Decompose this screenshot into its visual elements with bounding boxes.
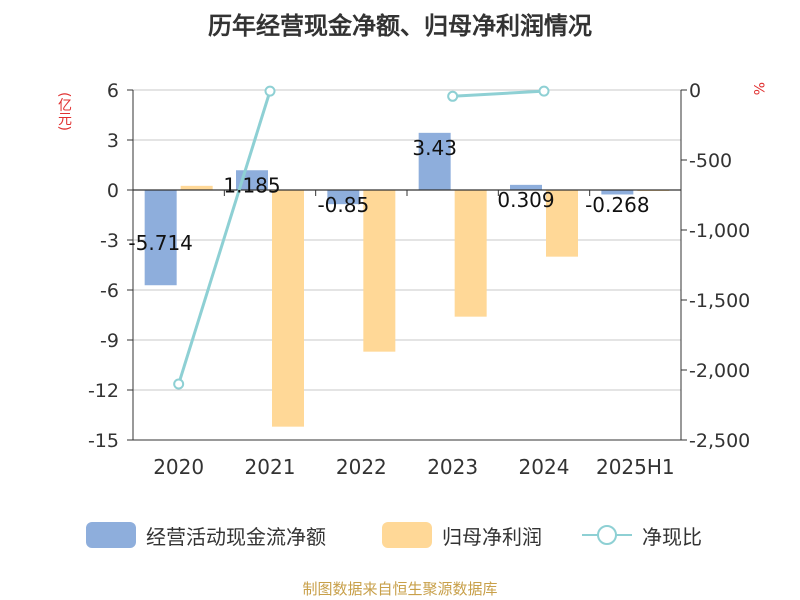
legend-label-ratio: 净现比 (642, 524, 702, 549)
bar-profit (180, 185, 213, 190)
data-label-cashflow: -5.714 (128, 231, 192, 255)
y-tick-label: -9 (100, 330, 119, 352)
legend-item-cashflow[interactable]: 经营活动现金流净额 (86, 518, 326, 552)
ratio-point (538, 85, 550, 97)
bar-profit (546, 190, 578, 257)
y-tick-label: 0 (107, 180, 119, 202)
ratio-point (264, 85, 276, 97)
bar-cashflow (601, 190, 634, 195)
bar-profit (363, 190, 396, 352)
data-label-cashflow: -0.268 (585, 193, 649, 217)
legend-item-profit[interactable]: 归母净利润 (382, 518, 542, 552)
legend: 经营活动现金流净额 归母净利润 净现比 (0, 518, 800, 552)
ratio-line (452, 89, 545, 98)
y2-tick-label: -2,000 (689, 360, 750, 382)
y-tick-label: -12 (88, 380, 119, 402)
legend-swatch-ratio (582, 522, 632, 548)
ratio-point (173, 378, 185, 390)
left-axis-unit: (亿元) (56, 92, 72, 131)
data-label-cashflow: 3.43 (412, 136, 457, 160)
y2-tick-label: -2,500 (689, 430, 750, 452)
y2-tick-label: -500 (689, 150, 732, 172)
data-label-cashflow: -0.85 (317, 193, 369, 217)
legend-swatch-profit (382, 522, 432, 548)
legend-label-profit: 归母净利润 (442, 524, 542, 549)
bar-cashflow (327, 190, 360, 205)
legend-label-cashflow: 经营活动现金流净额 (146, 524, 326, 549)
bar-profit (272, 190, 304, 427)
y-tick-label: -6 (100, 280, 119, 302)
ratio-line (177, 90, 272, 385)
bar-profit (454, 190, 487, 317)
x-tick-label: 2024 (519, 455, 570, 479)
bar-cashflow (418, 132, 451, 190)
bar-cashflow (510, 184, 542, 190)
y2-tick-label: -1,000 (689, 220, 750, 242)
y2-tick-label: -1,500 (689, 290, 750, 312)
x-tick-label: 2020 (153, 455, 204, 479)
bar-cashflow (144, 190, 177, 286)
y2-tick-label: 0 (689, 80, 701, 102)
footer-source: 制图数据来自恒生聚源数据库 (302, 580, 498, 598)
y-tick-label: 3 (107, 130, 119, 152)
x-tick-label: 2023 (427, 455, 478, 479)
legend-swatch-cashflow (86, 522, 136, 548)
legend-item-ratio[interactable]: 净现比 (582, 518, 702, 552)
data-label-cashflow: 0.309 (497, 188, 554, 212)
data-label-cashflow: 1.185 (223, 173, 280, 197)
x-tick-label: 2022 (336, 455, 387, 479)
ratio-point (447, 90, 459, 102)
x-tick-label: 2025H1 (596, 455, 675, 479)
y-tick-label: 6 (107, 80, 119, 102)
chart-title: 历年经营现金净额、归母净利润情况 (208, 12, 592, 40)
x-tick-label: 2021 (245, 455, 296, 479)
y-tick-label: -3 (100, 230, 119, 252)
right-axis-unit: % (750, 82, 766, 96)
y-tick-label: -15 (88, 430, 119, 452)
